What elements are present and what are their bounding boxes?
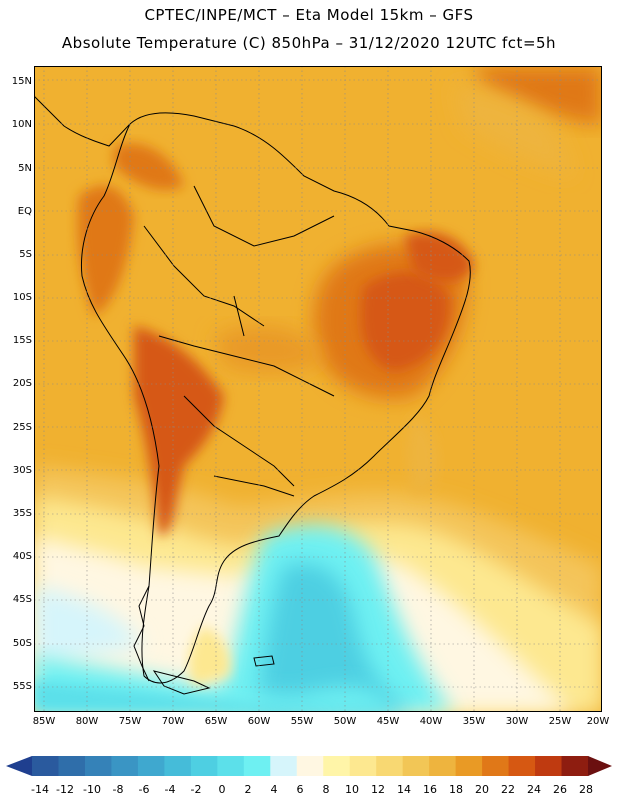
colorbar-label: 28 — [579, 783, 593, 796]
colorbar-max-arrow — [588, 756, 612, 776]
chile-fjords — [133, 585, 150, 682]
colorbar-swatch — [137, 756, 165, 776]
colorbar-swatches — [32, 756, 589, 776]
colorbar-label: 4 — [270, 783, 278, 796]
colorbar-swatch — [349, 756, 377, 776]
colorbar-label: 26 — [553, 783, 567, 796]
colorbar-label: 2 — [244, 783, 252, 796]
colorbar-label: 0 — [218, 783, 226, 796]
lon-label: 55W — [290, 716, 314, 727]
colorbar-label: -12 — [56, 783, 74, 796]
colorbar-swatch — [190, 756, 218, 776]
colorbar-label: 18 — [449, 783, 463, 796]
lon-label: 80W — [75, 716, 99, 727]
south-america-outline — [80, 112, 471, 684]
lon-label: 50W — [333, 716, 357, 727]
lat-label: 10S — [12, 292, 32, 303]
colorbar-label: 16 — [423, 783, 437, 796]
colorbar-swatch — [58, 756, 86, 776]
colorbar-swatch — [164, 756, 192, 776]
lon-label: 85W — [32, 716, 56, 727]
lon-label: 20W — [586, 716, 610, 727]
colorbar-swatch — [376, 756, 404, 776]
lat-label: 20S — [12, 378, 32, 389]
lat-label: 5S — [19, 249, 32, 260]
colorbar-label: -4 — [164, 783, 176, 796]
lon-label: 60W — [247, 716, 271, 727]
colorbar-label: -14 — [31, 783, 49, 796]
continent-outlines — [34, 95, 471, 695]
lon-label: 30W — [505, 716, 529, 727]
lat-label: 50S — [12, 638, 32, 649]
colorbar-label: -8 — [112, 783, 124, 796]
colorbar-label: 12 — [371, 783, 385, 796]
colorbar-label: -6 — [138, 783, 150, 796]
colorbar-label: 24 — [527, 783, 541, 796]
lon-label: 35W — [462, 716, 486, 727]
lon-label: 75W — [118, 716, 142, 727]
colorbar-label: 6 — [296, 783, 304, 796]
colorbar-swatch — [429, 756, 457, 776]
colorbar-label: 10 — [345, 783, 359, 796]
map-border — [34, 66, 602, 712]
colorbar-swatch — [535, 756, 563, 776]
colorbar-label: -10 — [83, 783, 101, 796]
colorbar-label: 8 — [322, 783, 330, 796]
lon-label: 70W — [161, 716, 185, 727]
lon-label: 25W — [548, 716, 572, 727]
graticule — [34, 66, 602, 712]
lon-label: 45W — [376, 716, 400, 727]
colorbar-swatch — [217, 756, 245, 776]
colorbar-label: -2 — [190, 783, 202, 796]
falkland-islands — [253, 655, 275, 667]
colorbar-swatch — [455, 756, 483, 776]
colorbar-label: 14 — [397, 783, 411, 796]
colorbar-swatch — [561, 756, 589, 776]
colorbar — [6, 756, 612, 776]
country-borders — [143, 185, 335, 497]
colorbar-swatch — [323, 756, 351, 776]
temperature-field-gradients — [34, 466, 602, 712]
central-america-outline — [34, 95, 131, 147]
colorbar-swatch — [84, 756, 112, 776]
lon-label: 65W — [204, 716, 228, 727]
lat-label: 40S — [12, 551, 32, 562]
temperature-field-hotspots — [77, 66, 602, 536]
lat-label: 15S — [12, 335, 32, 346]
colorbar-swatch — [482, 756, 510, 776]
colorbar-min-arrow — [6, 756, 32, 776]
map-canvas — [34, 66, 602, 712]
lon-label: 40W — [419, 716, 443, 727]
colorbar-swatch — [270, 756, 298, 776]
temperature-map — [34, 66, 602, 712]
colorbar-swatch — [508, 756, 536, 776]
lat-label: 45S — [12, 594, 32, 605]
lat-label: 15N — [11, 76, 32, 87]
colorbar-swatch — [402, 756, 430, 776]
colorbar-swatch — [32, 756, 59, 776]
colorbar-swatch — [296, 756, 324, 776]
colorbar-label: 20 — [475, 783, 489, 796]
lat-label: 5N — [18, 163, 32, 174]
lat-label: 25S — [12, 422, 32, 433]
lat-label: 55S — [12, 681, 32, 692]
lat-label: 35S — [12, 508, 32, 519]
lat-label: EQ — [17, 206, 32, 217]
colorbar-label: 22 — [501, 783, 515, 796]
colorbar-swatch — [111, 756, 139, 776]
tierra-del-fuego — [152, 670, 211, 695]
map-title-line1: CPTEC/INPE/MCT – Eta Model 15km – GFS — [144, 6, 474, 24]
lat-label: 10N — [11, 119, 32, 130]
map-title-line2: Absolute Temperature (C) 850hPa – 31/12/… — [61, 34, 557, 52]
lat-label: 30S — [12, 465, 32, 476]
colorbar-swatch — [243, 756, 271, 776]
